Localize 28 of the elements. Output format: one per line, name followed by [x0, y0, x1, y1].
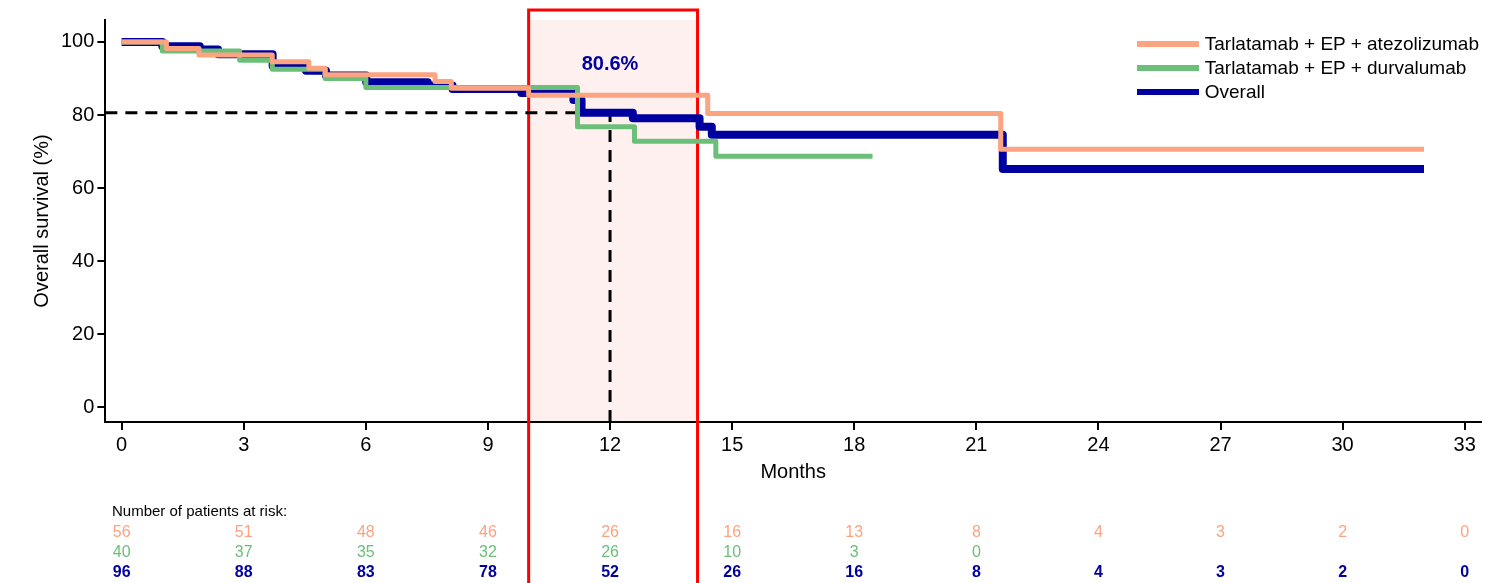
x-tick-label: 30 [1331, 432, 1354, 455]
x-tick-label: 12 [598, 432, 622, 455]
y-tick-label: 0 [83, 394, 95, 417]
x-tick-label: 3 [238, 432, 250, 455]
y-tick-label: 20 [72, 321, 95, 344]
x-tick-label: 21 [965, 432, 988, 455]
x-tick-label: 33 [1453, 432, 1476, 455]
text: 40 37 35 32 26 10 3 0 [112, 543, 981, 561]
annotation: 80.6% [581, 52, 639, 75]
legend-label: Tarlatamab + EP + durvalumab [1204, 56, 1467, 80]
y-axis-title: Overall survival (%) [29, 134, 52, 308]
x-axis-title: Months [760, 459, 826, 482]
x-tick-label: 15 [721, 432, 744, 455]
x-tick-label: 18 [843, 432, 866, 455]
text: Number of patients at risk: [112, 502, 288, 520]
legend-label: Tarlatamab + EP + atezolizumab [1204, 32, 1479, 56]
x-tick-label: 27 [1209, 432, 1232, 455]
x-tick-label: 9 [482, 432, 494, 455]
x-tick-label: 6 [360, 432, 372, 455]
text: 96 88 83 78 52 26 16 8 4 3 2 0 [112, 563, 1470, 581]
legend-label: Overall [1204, 80, 1265, 104]
y-tick-label: 100 [60, 29, 95, 52]
y-tick-label: 40 [72, 248, 95, 271]
text: 56 51 48 46 26 16 13 8 4 3 2 0 [112, 523, 1470, 541]
y-tick-label: 80 [72, 102, 95, 125]
y-tick-label: 60 [72, 175, 95, 198]
x-tick-label: 24 [1087, 432, 1110, 455]
x-tick-label: 0 [116, 432, 128, 455]
